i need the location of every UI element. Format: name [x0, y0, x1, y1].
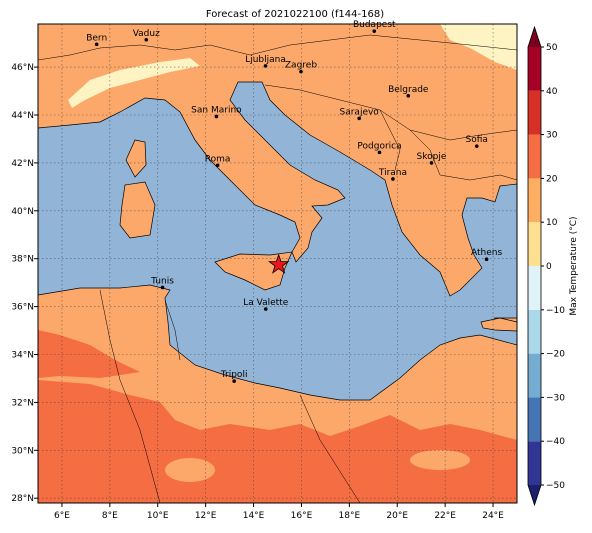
- city-dot: [474, 144, 479, 148]
- colorbar-band: [528, 134, 541, 179]
- lat-tick-label: 34°N: [11, 351, 34, 361]
- city-dot: [391, 177, 395, 181]
- city-dot: [214, 114, 219, 119]
- colorbar-band: [528, 266, 541, 310]
- city-dot: [377, 150, 382, 155]
- colorbar-band: [528, 90, 541, 135]
- lat-tick-label: 30°N: [11, 446, 34, 456]
- lon-tick-label: 16°E: [291, 511, 313, 521]
- city-dot: [263, 64, 268, 68]
- cool-patch: [440, 24, 517, 70]
- city-dot: [357, 116, 361, 121]
- border: [99, 289, 361, 503]
- lon-tick-label: 22°E: [434, 511, 456, 521]
- city-label: Bern: [86, 33, 107, 43]
- city-dot: [406, 94, 411, 98]
- city-dot: [160, 285, 165, 290]
- lat-tick-label: 40°N: [11, 207, 34, 217]
- colorbar-band: [528, 178, 541, 223]
- title: Forecast of 2021022100 (f144-168): [206, 9, 384, 20]
- lat-tick-label: 38°N: [11, 255, 34, 265]
- lat-tick-label: 28°N: [11, 494, 34, 504]
- lon-tick-label: 10°E: [147, 511, 169, 521]
- city-label: Sofia: [466, 135, 488, 145]
- colorbar-tick-label: −40: [546, 437, 565, 447]
- island: [119, 181, 156, 239]
- colorbar-band: [528, 397, 541, 442]
- city-label: Ljubljana: [245, 55, 286, 65]
- lon-tick-label: 6°E: [54, 511, 70, 521]
- city-label: Podgorica: [357, 141, 401, 151]
- city-dot: [372, 29, 377, 33]
- city-label: Roma: [205, 154, 231, 164]
- city-dot: [484, 257, 489, 261]
- colorbar: −50 −40 −30 −20 −10 0 10 20 30 40 50 Max Temperatur…: [527, 25, 579, 507]
- lat-tick-label: 46°N: [11, 63, 34, 73]
- lat-tick-label: 32°N: [11, 398, 34, 408]
- colorbar-band: [528, 353, 541, 398]
- colorbar-under: [528, 485, 541, 505]
- lat-tick-label: 36°N: [11, 303, 34, 313]
- warm-patch: [165, 458, 215, 482]
- lat-tick-label: 42°N: [11, 159, 34, 169]
- colorbar-tick-label: 50: [546, 43, 558, 53]
- colorbar-tick-label: 10: [546, 218, 558, 228]
- hot-region: [38, 330, 140, 378]
- city-dot: [144, 38, 149, 42]
- city-label: Belgrade: [388, 85, 429, 95]
- colorbar-tick-label: −50: [546, 481, 565, 491]
- colorbar-tick-label: 40: [546, 87, 558, 97]
- lon-tick-label: 14°E: [243, 511, 265, 521]
- city-label: Vaduz: [133, 29, 160, 39]
- city-dot: [299, 69, 303, 74]
- city-label: Tirana: [378, 168, 407, 178]
- city-label: La Valette: [243, 298, 288, 308]
- lon-tick-label: 20°E: [386, 511, 408, 521]
- city-label: Tunis: [150, 276, 174, 286]
- colorbar-band: [528, 441, 541, 485]
- colorbar-band: [528, 309, 541, 354]
- island: [125, 139, 147, 178]
- colorbar-band: [528, 222, 541, 266]
- border: [264, 84, 517, 181]
- colorbar-tick-label: 20: [546, 174, 558, 184]
- colorbar-tick-label: −10: [546, 306, 565, 316]
- colorbar-tick-label: 0: [546, 262, 552, 272]
- lon-tick-label: 24°E: [482, 511, 504, 521]
- colorbar-tick-label: −20: [546, 350, 565, 360]
- location-star: [268, 253, 290, 274]
- lon-tick-label: 12°E: [195, 511, 217, 521]
- island: [480, 317, 517, 332]
- city-label: Sarajevo: [340, 107, 380, 117]
- city-dot: [94, 42, 99, 47]
- city-label: Tripoli: [220, 370, 248, 380]
- city-label: Athens: [471, 248, 502, 258]
- city-dot: [215, 163, 220, 168]
- city-label: Zagreb: [285, 61, 317, 71]
- lat-tick-label: 44°N: [11, 111, 34, 121]
- border: [38, 34, 517, 61]
- colorbar-band: [528, 47, 541, 91]
- colorbar-tick-label: −30: [546, 393, 565, 403]
- city-label: San Marino: [191, 105, 242, 115]
- colorbar-tick-label: 30: [546, 131, 558, 141]
- warm-patch: [410, 450, 470, 470]
- cool-patch: [68, 58, 200, 108]
- city-dot: [232, 379, 236, 383]
- city-label: Skopje: [417, 152, 447, 162]
- colorbar-label: Max Temperature (°C): [569, 216, 579, 315]
- city-dot: [263, 307, 268, 311]
- colorbar-over: [528, 27, 541, 47]
- city-label: Budapest: [353, 20, 396, 30]
- city-dot: [429, 161, 434, 165]
- map-frame: [37, 23, 518, 504]
- lon-tick-label: 18°E: [339, 511, 361, 521]
- lon-tick-label: 8°E: [102, 511, 118, 521]
- graticule: 6°E 8°E 10°E 12°E 14°E 16°E 18°E 20°E 22°E 24°E 28…: [11, 24, 517, 521]
